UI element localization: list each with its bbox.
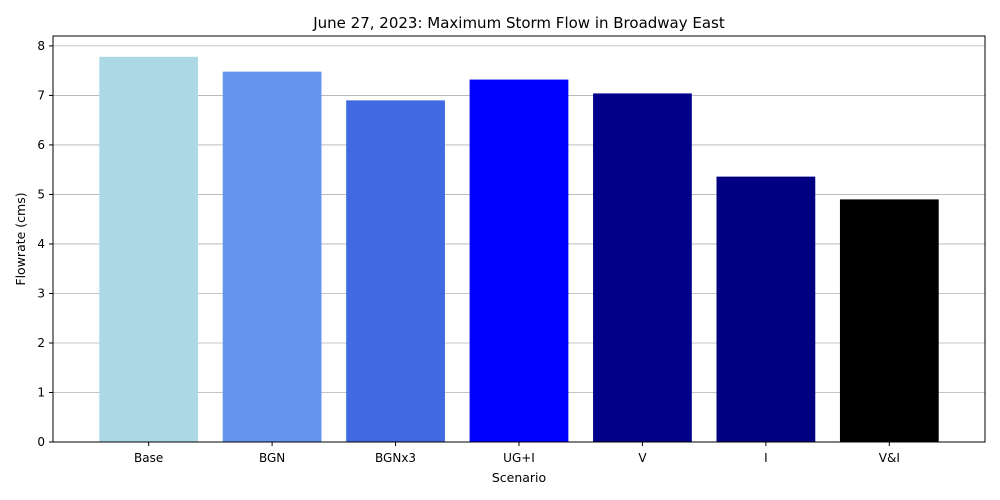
bar-i [716,176,816,443]
y-tick-label: 5 [37,187,45,201]
bar-v [593,93,692,442]
bar-v-i [839,199,939,442]
y-tick-label: 3 [37,286,45,300]
y-tick-label: 6 [37,138,45,152]
y-tick-label: 0 [37,435,45,449]
bar-bgnx3 [346,100,445,443]
x-tick-label: UG+I [503,451,535,465]
bar-bgn [222,71,322,443]
y-tick-label: 1 [37,385,45,399]
bar-layer [99,56,939,443]
y-tick-label: 4 [37,237,45,251]
x-tick-label: I [764,451,768,465]
bar-ug-i [469,79,569,442]
tick-layer: 0 1 2 3 4 5 6 7 8 Base BGN BGNx3 UG+I V I V&I [37,39,900,465]
x-tick-label: V [638,451,647,465]
y-axis-label: Flowrate (cms) [13,192,28,285]
chart-title: June 27, 2023: Maximum Storm Flow in Bro… [312,14,725,32]
x-tick-label: BGN [259,451,285,465]
y-tick-label: 8 [37,39,45,53]
bar-base [99,56,199,443]
y-tick-label: 2 [37,336,45,350]
x-tick-label: BGNx3 [375,451,416,465]
x-tick-label: Base [134,451,163,465]
x-axis-label: Scenario [492,470,546,485]
y-tick-label: 7 [37,88,45,102]
x-tick-label: V&I [879,451,900,465]
